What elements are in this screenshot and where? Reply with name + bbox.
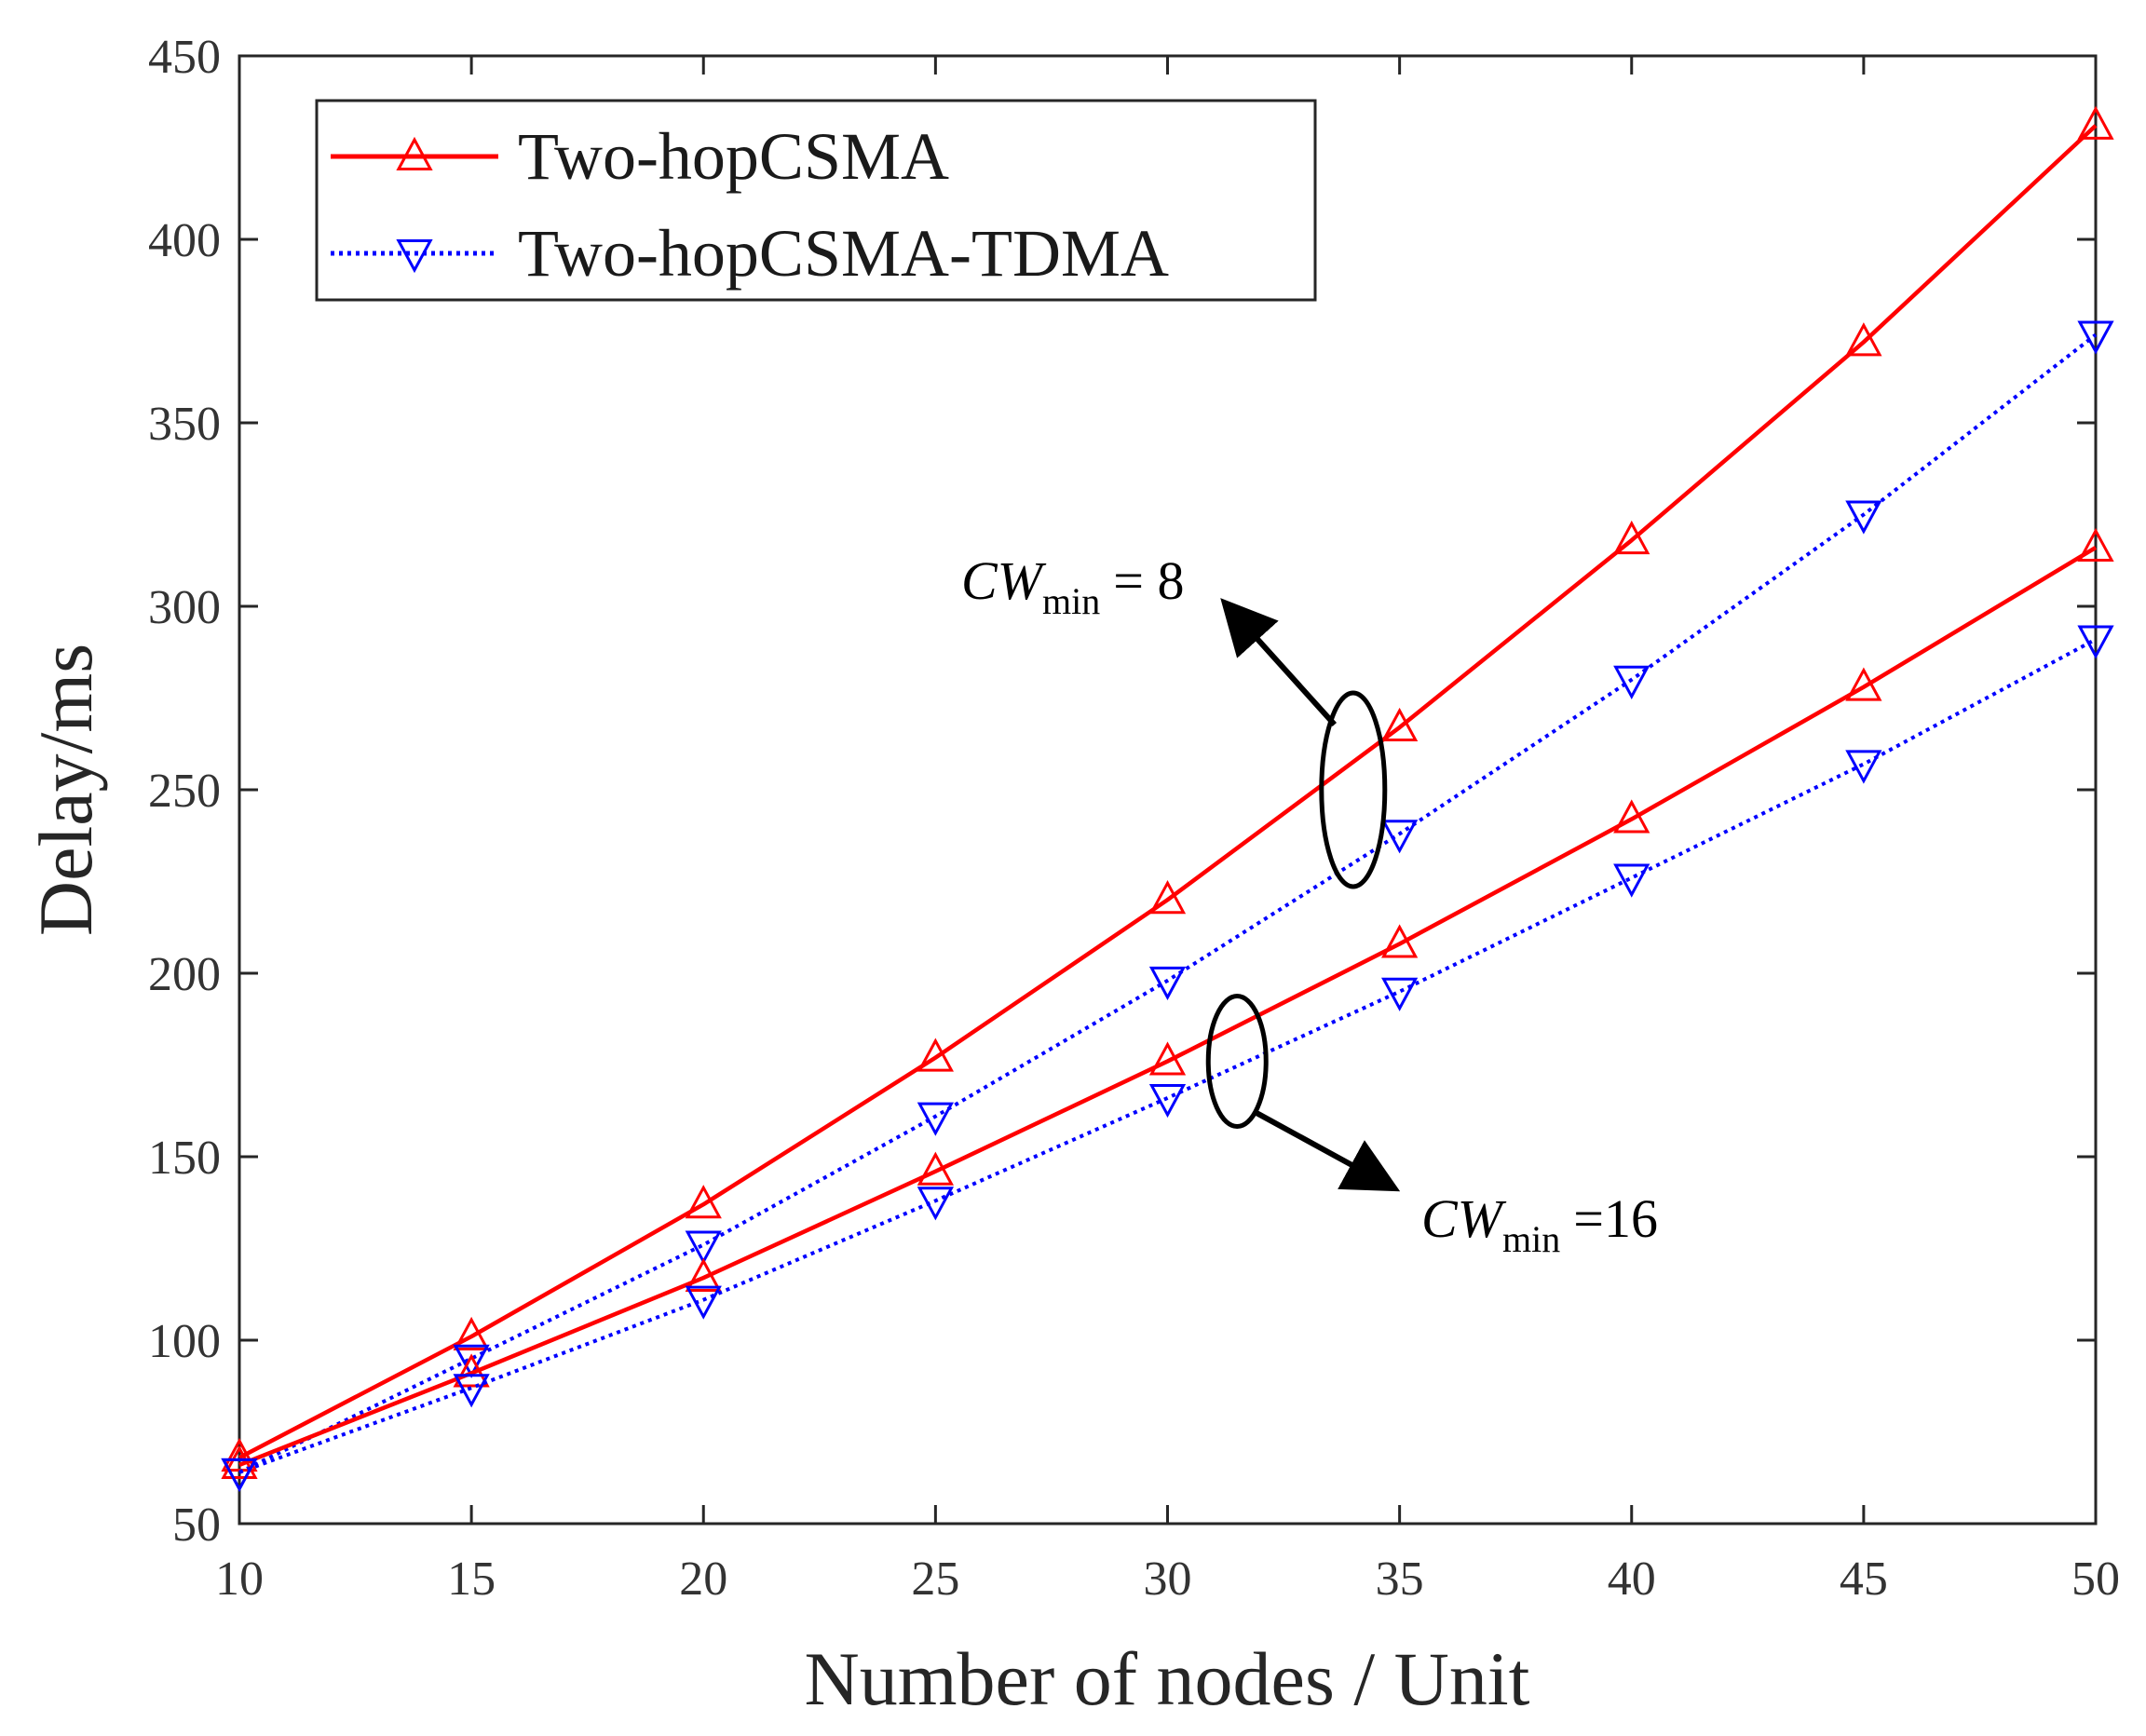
data-point-marker bbox=[685, 1185, 722, 1219]
axis-ticks: 10 15 20 25 30 35 40 45 50 50 100 150 200 250 300 350 40… bbox=[148, 31, 2120, 1606]
y-tick-label: 350 bbox=[148, 398, 221, 451]
data-point-marker bbox=[221, 1444, 258, 1479]
data-point-marker bbox=[1845, 322, 1882, 357]
x-tick-label: 20 bbox=[679, 1553, 727, 1606]
data-point-marker bbox=[1148, 1041, 1187, 1076]
x-tick-label: 15 bbox=[447, 1553, 496, 1606]
data-point-marker bbox=[1845, 500, 1882, 535]
data-point-marker bbox=[1613, 863, 1650, 898]
data-point-marker bbox=[453, 1344, 490, 1378]
y-tick-label: 200 bbox=[148, 948, 221, 1001]
data-point-marker bbox=[1845, 750, 1882, 784]
annotation-arrow bbox=[1254, 1109, 1401, 1192]
legend-entry-two-hopcsma-tdma: Two-hopCSMA-TDMA bbox=[331, 216, 1169, 291]
x-tick-label: 10 bbox=[215, 1553, 264, 1606]
data-point-marker bbox=[1148, 1083, 1187, 1119]
data-point-marker bbox=[685, 1285, 722, 1320]
data-point-marker bbox=[1148, 880, 1187, 915]
data-point-marker bbox=[1381, 707, 1419, 742]
annotation-layer: CWmin = 8 CWmin =16 bbox=[961, 550, 1658, 1260]
data-point-marker bbox=[1381, 820, 1419, 854]
annotation-cwmin-16: CWmin =16 bbox=[1205, 994, 1658, 1260]
y-tick-label: 100 bbox=[148, 1315, 221, 1368]
data-point-marker bbox=[2077, 625, 2114, 659]
x-tick-label: 25 bbox=[911, 1553, 959, 1606]
series-line bbox=[238, 546, 2098, 1468]
series-two-hopcsma-cwmin-8 bbox=[221, 105, 2114, 1472]
data-point-marker bbox=[917, 1151, 954, 1186]
series-line bbox=[238, 332, 2098, 1474]
data-point-marker bbox=[685, 1257, 722, 1293]
series-layer bbox=[221, 105, 2114, 1492]
data-point-marker bbox=[1613, 665, 1650, 699]
legend-marker bbox=[396, 136, 433, 170]
y-tick-label: 300 bbox=[148, 581, 221, 634]
data-point-marker bbox=[1381, 924, 1419, 958]
data-point-marker bbox=[2077, 320, 2114, 355]
annotation-arrow bbox=[1220, 598, 1338, 727]
legend-entry-two-hopcsma: Two-hopCSMA bbox=[331, 119, 949, 194]
data-point-marker bbox=[2077, 527, 2114, 562]
legend-box bbox=[315, 99, 1317, 302]
x-tick-label: 45 bbox=[1840, 1553, 1888, 1606]
data-point-marker bbox=[1381, 977, 1419, 1011]
series-two-hopcsma-cwmin-16 bbox=[221, 527, 2114, 1479]
data-point-marker bbox=[453, 1316, 490, 1351]
x-tick-label: 30 bbox=[1144, 1553, 1192, 1606]
data-point-marker bbox=[917, 1187, 954, 1221]
data-point-marker bbox=[917, 1038, 954, 1072]
y-tick-label: 50 bbox=[172, 1499, 221, 1552]
series-line bbox=[238, 124, 2098, 1460]
legend-label: Two-hopCSMA-TDMA bbox=[518, 216, 1169, 291]
legend-label: Two-hopCSMA bbox=[518, 119, 949, 194]
y-tick-label: 250 bbox=[148, 765, 221, 818]
data-point-marker bbox=[2077, 105, 2114, 140]
annotation-label: CWmin = 8 bbox=[961, 550, 1184, 622]
y-tick-label: 150 bbox=[148, 1132, 221, 1185]
legend-marker bbox=[396, 239, 433, 274]
y-tick-label: 450 bbox=[148, 31, 221, 84]
data-point-marker bbox=[1613, 799, 1650, 834]
x-axis-label: Number of nodes / Unit bbox=[805, 1636, 1530, 1721]
annotation-cwmin-8: CWmin = 8 bbox=[961, 550, 1388, 889]
annotation-label: CWmin =16 bbox=[1421, 1188, 1658, 1260]
data-point-marker bbox=[917, 1102, 954, 1136]
series-line bbox=[238, 637, 2097, 1474]
data-point-marker bbox=[1613, 520, 1650, 555]
x-tick-label: 35 bbox=[1376, 1553, 1424, 1606]
data-point-marker bbox=[221, 1458, 258, 1492]
annotation-ellipse bbox=[1319, 690, 1388, 889]
data-point-marker bbox=[453, 1374, 490, 1408]
data-point-marker bbox=[1845, 667, 1882, 701]
data-point-marker bbox=[221, 1437, 258, 1472]
data-point-marker bbox=[1148, 966, 1187, 1001]
y-tick-label: 400 bbox=[148, 214, 221, 267]
x-tick-label: 40 bbox=[1608, 1553, 1656, 1606]
x-tick-label: 50 bbox=[2071, 1553, 2120, 1606]
data-point-marker bbox=[685, 1230, 722, 1265]
annotation-ellipse bbox=[1205, 994, 1269, 1130]
legend: Two-hopCSMA Two-hopCSMA-TDMA bbox=[315, 99, 1317, 302]
data-point-marker bbox=[453, 1353, 490, 1388]
series-two-hopcsma-tdma-cwmin-16 bbox=[221, 625, 2114, 1492]
y-axis-label: Delay/ms bbox=[23, 644, 108, 936]
